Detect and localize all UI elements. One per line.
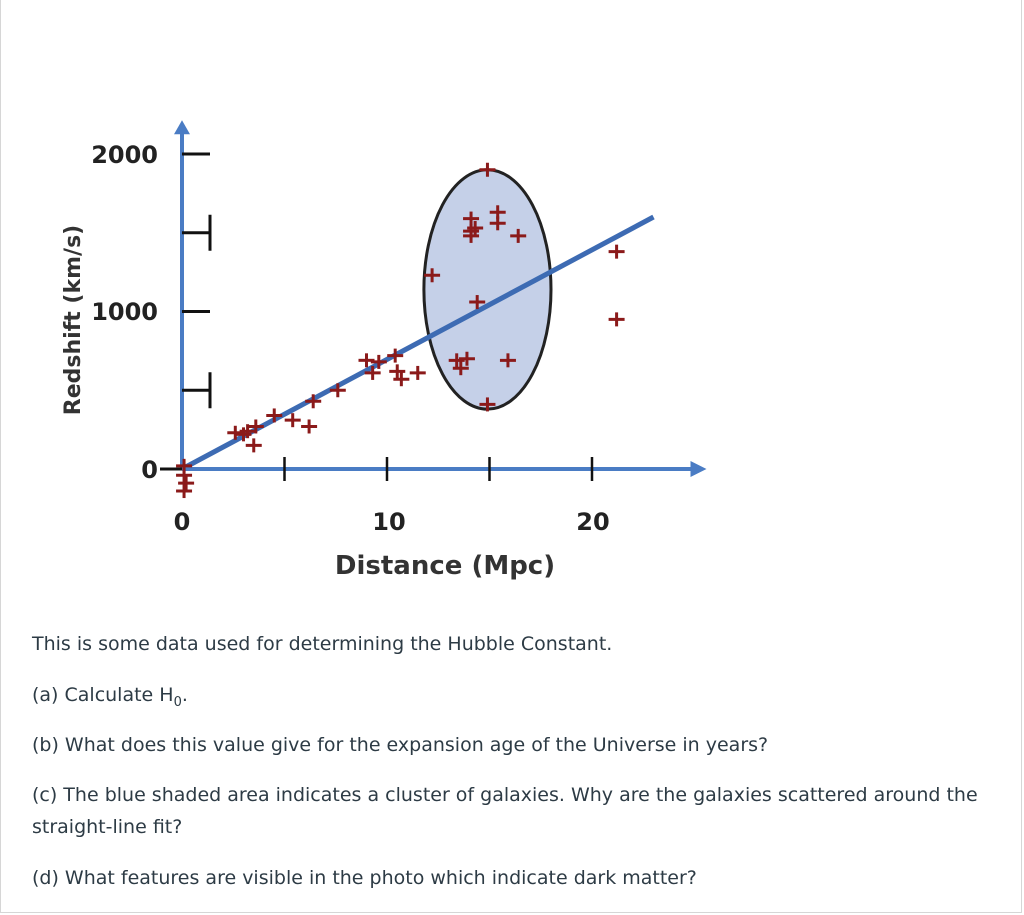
question-c: (c) The blue shaded area indicates a clu…: [32, 784, 978, 838]
question-intro: This is some data used for determining t…: [32, 633, 613, 655]
data-point: [176, 468, 193, 483]
x-axis-arrow: [690, 461, 707, 477]
data-point: [458, 351, 475, 366]
data-point: [247, 419, 264, 434]
data-point: [469, 295, 486, 310]
data-point: [178, 476, 195, 491]
y-axis-label: Redshift (km/s): [61, 225, 86, 415]
data-point: [479, 397, 496, 412]
question-b: (b) What does this value give for the ex…: [32, 734, 769, 756]
data-point: [499, 353, 516, 368]
question-a: (a) Calculate H0.: [32, 679, 992, 719]
data-point: [266, 408, 283, 423]
question-a-suffix: .: [181, 684, 188, 706]
data-point: [467, 221, 484, 236]
data-point: [409, 365, 426, 380]
data-points: [176, 162, 625, 499]
data-point: [305, 394, 322, 409]
data-point: [463, 228, 480, 243]
question-a-subscript: 0: [173, 695, 182, 710]
data-point: [358, 353, 375, 368]
data-point: [284, 413, 301, 428]
x-tick-label: 0: [174, 508, 191, 536]
data-point: [389, 364, 406, 379]
cluster-region: [422, 168, 553, 411]
data-point: [479, 162, 496, 177]
data-point: [387, 348, 404, 363]
y-tick-label: 2000: [91, 141, 158, 169]
data-point: [301, 419, 318, 434]
data-point: [452, 361, 469, 376]
x-tick-label: 20: [576, 508, 609, 536]
data-point: [608, 244, 625, 259]
question-a-text: (a) Calculate H: [32, 684, 174, 706]
data-point: [329, 383, 346, 398]
data-point: [424, 268, 441, 283]
data-point: [489, 216, 506, 231]
y-tick-label: 1000: [91, 298, 158, 326]
x-tick-label: 10: [372, 508, 405, 536]
axes: [174, 120, 707, 477]
y-tick-label: 0: [141, 456, 158, 484]
axis-ticks: [160, 152, 594, 481]
data-point: [393, 372, 410, 387]
data-point: [227, 425, 244, 440]
data-point: [176, 484, 193, 499]
y-axis-arrow: [174, 120, 190, 135]
data-point: [510, 228, 527, 243]
data-point: [608, 312, 625, 327]
data-point: [239, 424, 256, 439]
data-point: [364, 365, 381, 380]
data-point: [463, 211, 480, 226]
data-point: [370, 354, 387, 369]
question-d: (d) What features are visible in the pho…: [32, 867, 697, 889]
data-point: [245, 438, 262, 453]
hubble-scatter-chart: 0 1000 2000 0 10 20 Distance (Mpc) Redsh…: [61, 120, 707, 581]
x-axis-label: Distance (Mpc): [335, 551, 555, 581]
data-point: [448, 353, 465, 368]
